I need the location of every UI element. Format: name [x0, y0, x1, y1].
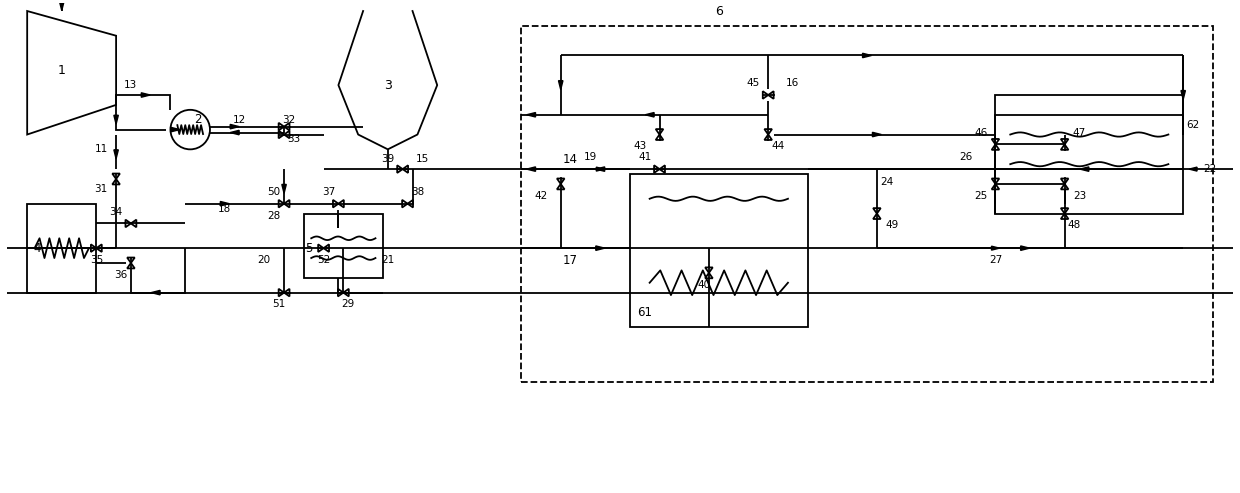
Text: 19: 19 — [584, 152, 596, 162]
Text: 42: 42 — [534, 191, 548, 201]
Polygon shape — [1189, 167, 1197, 171]
Polygon shape — [558, 81, 563, 90]
Bar — [27, 204, 97, 293]
Bar — [996, 95, 1183, 213]
Text: 62: 62 — [1187, 120, 1199, 130]
Text: 36: 36 — [114, 270, 128, 280]
Text: 3: 3 — [384, 78, 392, 92]
Text: 51: 51 — [273, 299, 285, 310]
Text: 18: 18 — [218, 204, 232, 213]
Bar — [304, 213, 383, 278]
Polygon shape — [863, 53, 872, 58]
Text: 4: 4 — [33, 242, 41, 255]
Polygon shape — [114, 150, 118, 159]
Polygon shape — [141, 93, 150, 97]
Text: 14: 14 — [563, 153, 578, 166]
Text: 61: 61 — [637, 306, 652, 319]
Polygon shape — [171, 127, 180, 132]
Text: 41: 41 — [639, 152, 651, 162]
Text: 20: 20 — [258, 255, 270, 265]
Text: 47: 47 — [1073, 128, 1086, 138]
Polygon shape — [281, 184, 286, 193]
Text: 52: 52 — [317, 255, 330, 265]
Text: 45: 45 — [746, 78, 760, 88]
Text: 17: 17 — [563, 253, 578, 267]
Text: 24: 24 — [880, 177, 893, 187]
Text: 49: 49 — [885, 220, 898, 230]
Polygon shape — [231, 124, 239, 129]
Text: 35: 35 — [89, 255, 103, 265]
Polygon shape — [221, 202, 229, 206]
Text: 34: 34 — [109, 207, 123, 216]
Text: 44: 44 — [771, 141, 785, 151]
Text: 39: 39 — [381, 154, 394, 164]
Text: 12: 12 — [233, 115, 247, 125]
Text: 46: 46 — [973, 128, 987, 138]
Text: 31: 31 — [94, 184, 108, 194]
Polygon shape — [645, 112, 653, 117]
Text: 27: 27 — [988, 255, 1002, 265]
Text: 22: 22 — [1203, 164, 1216, 174]
Polygon shape — [595, 167, 605, 172]
Text: 32: 32 — [283, 115, 295, 125]
Text: 43: 43 — [634, 141, 646, 151]
Text: 6: 6 — [715, 4, 723, 18]
Text: 15: 15 — [415, 154, 429, 164]
Text: 37: 37 — [322, 187, 335, 197]
Text: 1: 1 — [58, 64, 66, 77]
Text: 48: 48 — [1068, 220, 1081, 230]
Text: 21: 21 — [381, 255, 394, 265]
Text: 29: 29 — [342, 299, 355, 310]
Text: 40: 40 — [697, 280, 711, 290]
Text: 38: 38 — [410, 187, 424, 197]
Polygon shape — [1021, 246, 1029, 250]
Text: 11: 11 — [94, 144, 108, 154]
Polygon shape — [873, 132, 882, 137]
Polygon shape — [1080, 167, 1089, 172]
Text: 2: 2 — [195, 113, 202, 126]
Bar — [521, 26, 1213, 382]
Polygon shape — [596, 167, 604, 171]
Bar — [630, 174, 807, 327]
Text: 28: 28 — [268, 211, 280, 220]
Polygon shape — [595, 246, 605, 250]
Polygon shape — [114, 115, 118, 124]
Text: 33: 33 — [288, 135, 300, 144]
Text: 25: 25 — [973, 191, 987, 201]
Polygon shape — [151, 290, 160, 295]
Polygon shape — [992, 246, 999, 250]
Text: 16: 16 — [786, 78, 800, 88]
Text: 13: 13 — [124, 80, 138, 90]
Text: 26: 26 — [960, 152, 972, 162]
Polygon shape — [1180, 91, 1185, 100]
Polygon shape — [527, 112, 536, 117]
Text: 23: 23 — [1073, 191, 1086, 201]
Text: 5: 5 — [305, 242, 312, 255]
Polygon shape — [231, 130, 239, 135]
Polygon shape — [527, 167, 536, 172]
Text: 50: 50 — [268, 187, 280, 197]
Polygon shape — [60, 1, 64, 10]
